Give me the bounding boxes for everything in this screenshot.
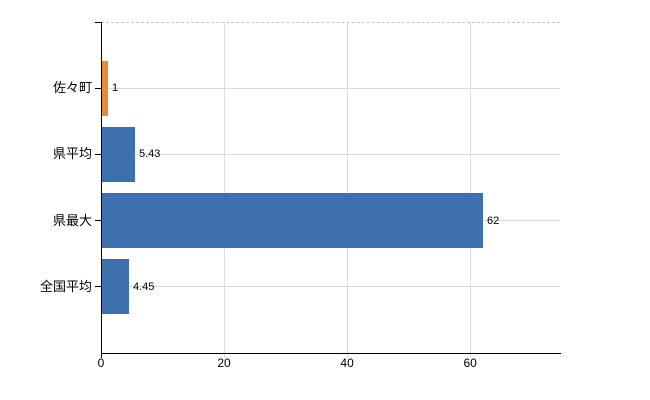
plot-top-border — [101, 22, 560, 23]
bar — [102, 126, 135, 182]
bar-value-label: 1 — [112, 82, 119, 95]
category-label: 県最大 — [52, 212, 92, 228]
y-axis-line — [101, 22, 102, 353]
bar-value-label: 62 — [487, 214, 500, 227]
category-label: 県平均 — [52, 146, 92, 162]
x-gridline — [346, 22, 348, 358]
y-gridline — [101, 87, 560, 89]
x-tick-label: 40 — [340, 356, 354, 370]
x-axis-zero-tick — [101, 353, 102, 358]
category-label: 佐々町 — [52, 80, 92, 96]
category-label: 全国平均 — [39, 278, 92, 294]
y-axis-top-cap-tick — [95, 22, 101, 23]
y-gridline — [101, 286, 560, 288]
y-gridline — [101, 153, 560, 155]
x-gridline — [223, 22, 225, 358]
y-tick — [95, 220, 101, 222]
x-tick-label: 20 — [217, 356, 231, 370]
x-tick-label: 60 — [463, 356, 477, 370]
bar-value-label: 4.45 — [133, 280, 155, 293]
x-tick-label: 0 — [97, 356, 105, 370]
bar — [102, 60, 108, 116]
x-axis-line — [101, 353, 561, 354]
bar — [102, 193, 483, 249]
y-tick — [95, 286, 101, 288]
y-tick — [95, 153, 101, 155]
x-gridline — [469, 22, 471, 358]
bar — [102, 259, 129, 315]
y-tick — [95, 87, 101, 89]
bar-value-label: 5.43 — [139, 148, 161, 161]
